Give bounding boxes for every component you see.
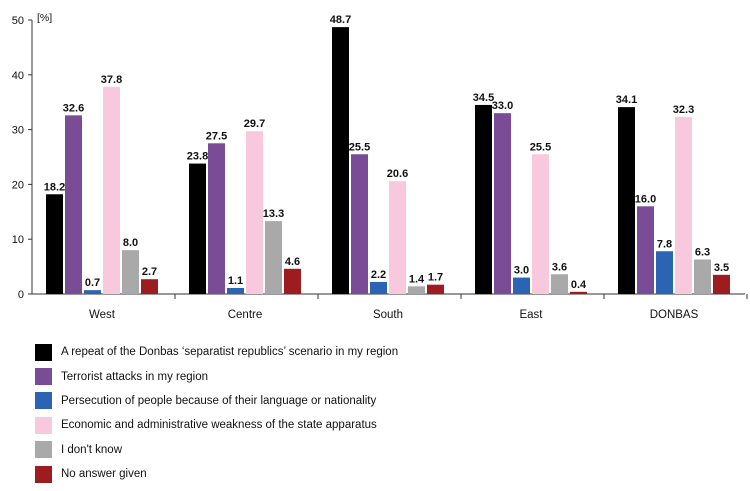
bar xyxy=(103,86,120,294)
data-label: 23.8 xyxy=(187,151,208,163)
data-label: 48.7 xyxy=(330,14,351,26)
y-unit-label: [%] xyxy=(37,12,52,24)
x-category-label: Centre xyxy=(228,309,263,321)
bar xyxy=(694,259,711,294)
legend-label: Terrorist attacks in my region xyxy=(61,370,208,383)
data-label: 16.0 xyxy=(635,193,656,205)
bar xyxy=(122,250,139,294)
data-label: 1.7 xyxy=(428,272,443,284)
bar xyxy=(570,291,587,294)
bar xyxy=(208,143,225,294)
y-tick-label: 50 xyxy=(12,15,24,27)
y-tick-label: 40 xyxy=(12,70,24,82)
data-label: 8.0 xyxy=(123,237,138,249)
bar xyxy=(370,281,387,294)
data-label: 1.1 xyxy=(228,275,243,287)
x-category-label: East xyxy=(519,309,543,321)
legend-item: No answer given xyxy=(35,462,398,486)
legend-label: Economic and administrative weakness of … xyxy=(61,419,377,432)
legend-item: Economic and administrative weakness of … xyxy=(35,413,398,437)
chart-legend: A repeat of the Donbas ‘separatist repub… xyxy=(35,340,398,486)
data-label: 0.7 xyxy=(85,277,100,289)
data-label-group: 18.2 32.6 0.7 37.8 8.0 2.7 23.8 27.5 1.1 29.7 13.3… xyxy=(44,14,729,291)
data-label: 25.5 xyxy=(530,141,551,153)
legend-item: Terrorist attacks in my region xyxy=(35,364,398,388)
data-label: 20.6 xyxy=(387,168,408,180)
data-label: 0.4 xyxy=(571,279,587,291)
bar xyxy=(46,194,63,294)
bar xyxy=(637,206,654,294)
data-label: 34.1 xyxy=(616,94,637,106)
legend-label: Persecution of people because of their l… xyxy=(61,394,377,407)
bar-group xyxy=(46,27,730,295)
legend-swatch xyxy=(35,392,52,410)
data-label: 2.7 xyxy=(142,266,157,278)
data-label: 34.5 xyxy=(473,92,494,104)
legend-label: A repeat of the Donbas ‘separatist repub… xyxy=(61,346,399,359)
bar xyxy=(227,287,244,294)
data-label: 37.8 xyxy=(101,74,122,86)
bar xyxy=(351,154,368,294)
legend-label: No answer given xyxy=(61,468,147,481)
data-label: 32.3 xyxy=(673,104,694,116)
data-label: 27.5 xyxy=(206,130,227,142)
bar xyxy=(427,284,444,294)
data-label: 29.7 xyxy=(244,118,265,130)
bar xyxy=(656,251,673,294)
legend-swatch xyxy=(35,465,52,483)
y-tick-label: 30 xyxy=(12,125,24,137)
bar xyxy=(265,221,282,294)
data-label: 7.8 xyxy=(657,238,672,250)
legend-swatch xyxy=(35,416,52,434)
data-label: 32.6 xyxy=(63,102,84,114)
data-label: 3.6 xyxy=(552,261,567,273)
data-label: 4.6 xyxy=(285,256,300,268)
data-label: 6.3 xyxy=(695,246,710,258)
bar xyxy=(551,274,568,294)
y-tick-label: 20 xyxy=(12,179,24,191)
bar xyxy=(389,181,406,294)
bar xyxy=(141,279,158,294)
bar xyxy=(675,116,692,294)
bar xyxy=(246,131,263,294)
bar xyxy=(475,104,492,294)
data-label: 1.4 xyxy=(409,273,425,285)
data-label: 3.0 xyxy=(514,265,529,277)
x-category-label: West xyxy=(89,309,116,321)
bar xyxy=(284,268,301,294)
data-label: 33.0 xyxy=(492,100,513,112)
x-category-label: South xyxy=(373,309,403,321)
y-tick-label: 10 xyxy=(12,234,24,246)
bar xyxy=(618,107,635,295)
bar xyxy=(532,154,549,294)
data-label: 2.2 xyxy=(371,269,386,281)
data-label: 3.5 xyxy=(714,262,729,274)
bar xyxy=(189,163,206,294)
data-label: 25.5 xyxy=(349,141,370,153)
bar xyxy=(494,113,511,294)
x-category-label: DONBAS xyxy=(650,309,699,321)
bar xyxy=(65,115,82,295)
bar xyxy=(332,27,349,295)
bar xyxy=(408,286,425,294)
legend-swatch xyxy=(35,343,52,361)
legend-item: I don't know xyxy=(35,438,398,462)
legend-swatch xyxy=(35,441,52,459)
y-tick-label: 0 xyxy=(18,289,24,301)
legend-item: A repeat of the Donbas ‘separatist repub… xyxy=(35,340,398,364)
data-label: 13.3 xyxy=(263,208,284,220)
bar xyxy=(713,274,730,294)
legend-label: I don't know xyxy=(61,443,123,456)
legend-item: Persecution of people because of their l… xyxy=(35,389,398,413)
bar xyxy=(513,277,530,294)
bar xyxy=(84,290,101,294)
data-label: 18.2 xyxy=(44,181,65,193)
legend-swatch xyxy=(35,368,52,386)
